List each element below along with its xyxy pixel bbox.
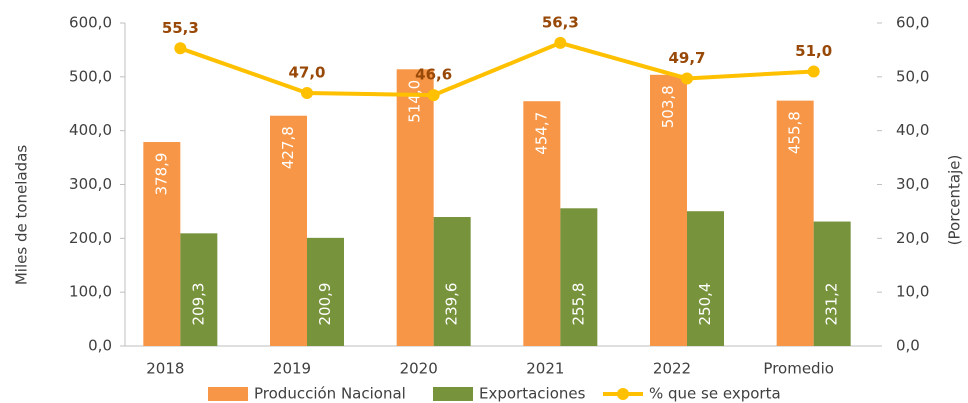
bar-value-label: 231,2	[823, 283, 841, 326]
line-value-label: 55,3	[162, 19, 199, 37]
y-tick-label: 400,0	[69, 121, 112, 139]
y-tick-label: 300,0	[69, 175, 112, 193]
bar-value-label: 378,9	[152, 153, 170, 196]
bar-value-label: 250,4	[696, 283, 714, 326]
bar-value-label: 209,3	[189, 283, 207, 326]
line-marker	[681, 72, 693, 85]
line-value-label: 47,0	[288, 63, 325, 81]
bar-value-label: 239,6	[443, 283, 461, 326]
y-tick-label: 200,0	[69, 229, 112, 247]
bar	[813, 221, 851, 346]
y-axis-title: Miles de toneladas	[13, 145, 31, 285]
y-tick-label: 500,0	[69, 67, 112, 85]
line-marker	[554, 36, 567, 49]
x-tick-label: 2021	[526, 360, 564, 378]
line-value-label: 49,7	[668, 49, 705, 67]
line-marker	[174, 42, 187, 55]
y2-tick-label: 20,0	[896, 229, 929, 247]
bar	[687, 211, 724, 346]
bar	[560, 208, 598, 346]
y-tick-label: 600,0	[69, 14, 112, 32]
bar	[776, 100, 814, 346]
legend-label: Producción Nacional	[254, 385, 406, 403]
y2-axis-title: (Porcentaje)	[946, 155, 964, 246]
line	[179, 40, 814, 98]
y-tick-label: 0,0	[88, 337, 112, 355]
bar	[396, 69, 434, 347]
legend-marker	[617, 388, 629, 400]
bar-value-label: 200,9	[316, 283, 334, 326]
bar-value-label: 503,8	[659, 85, 677, 128]
bar	[180, 233, 218, 346]
bar	[307, 237, 344, 346]
bar-value-label: 514,0	[406, 80, 424, 123]
y2-tick-label: 10,0	[896, 283, 929, 301]
bar	[650, 74, 687, 347]
bar-value-label: 427,8	[279, 126, 297, 169]
x-tick-label: 2020	[400, 360, 438, 378]
x-tick-label: 2022	[653, 360, 691, 378]
line-value-label: 51,0	[795, 42, 832, 60]
bar	[523, 101, 561, 346]
line-marker	[301, 86, 313, 99]
legend-swatch	[208, 387, 248, 401]
y2-tick-label: 60,0	[896, 14, 929, 32]
line-marker	[427, 89, 440, 102]
bar-value-label: 454,7	[532, 112, 550, 155]
y2-tick-label: 30,0	[896, 175, 929, 193]
y2-tick-label: 0,0	[896, 337, 920, 355]
bar	[433, 217, 471, 346]
bar-value-label: 455,8	[786, 111, 804, 154]
legend-label: % que se exporta	[649, 385, 781, 403]
legend-label: Exportaciones	[479, 385, 586, 403]
bar-value-label: 255,8	[569, 283, 587, 326]
line-marker	[807, 65, 820, 78]
x-tick-label: 2019	[273, 360, 311, 378]
bar	[143, 142, 181, 346]
y2-tick-label: 50,0	[896, 67, 929, 85]
y-tick-label: 100,0	[69, 283, 112, 301]
bar	[270, 115, 307, 347]
y2-tick-label: 40,0	[896, 121, 929, 139]
line-value-label: 56,3	[542, 13, 579, 31]
legend-swatch	[433, 387, 473, 401]
x-tick-label: 2018	[146, 360, 184, 378]
line-value-label: 46,6	[415, 66, 452, 84]
x-tick-label: Promedio	[763, 360, 834, 378]
